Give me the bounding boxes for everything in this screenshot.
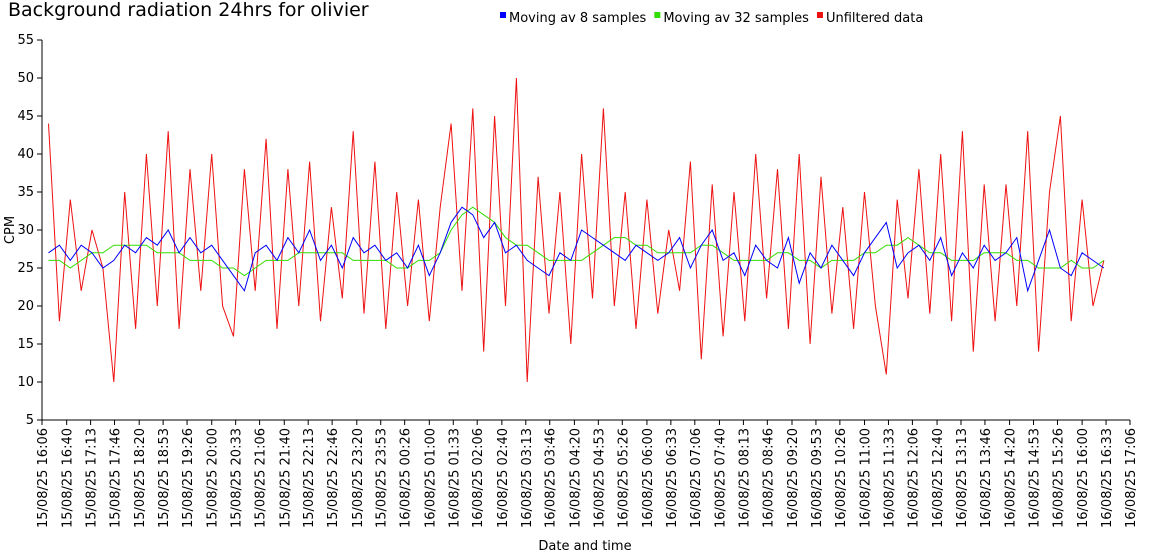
x-tick-label: 16/08/25 11:33 <box>882 428 897 528</box>
x-tick-label: 15/08/25 17:13 <box>85 428 100 528</box>
x-tick-label: 16/08/25 04:53 <box>592 428 607 528</box>
x-tick-label: 16/08/25 09:20 <box>786 428 801 528</box>
legend-label: Moving av 32 samples <box>663 11 809 26</box>
x-tick-label: 16/08/25 10:26 <box>834 428 849 528</box>
y-tick-label: 10 <box>17 375 34 390</box>
y-tick-label: 15 <box>17 337 34 352</box>
x-tick-label: 16/08/25 03:46 <box>544 428 559 528</box>
x-tick-label: 16/08/25 12:40 <box>931 428 946 528</box>
x-tick-label: 16/08/25 01:33 <box>447 428 462 528</box>
x-tick-label: 15/08/25 18:20 <box>133 428 148 528</box>
x-tick-label: 15/08/25 20:33 <box>230 428 245 528</box>
y-tick-label: 5 <box>26 413 34 428</box>
x-tick-label: 16/08/25 03:13 <box>520 428 535 528</box>
y-tick-label: 55 <box>17 33 34 48</box>
y-tick-label: 20 <box>17 299 34 314</box>
legend-label: Unfiltered data <box>826 11 923 26</box>
y-tick-label: 50 <box>17 71 34 86</box>
x-tick-label: 16/08/25 11:00 <box>859 428 874 528</box>
x-tick-label: 15/08/25 16:06 <box>36 428 51 528</box>
x-tick-label: 16/08/25 04:20 <box>568 428 583 528</box>
series-line <box>48 206 1105 277</box>
x-tick-label: 16/08/25 12:06 <box>906 428 921 528</box>
x-tick-label: 16/08/25 16:00 <box>1076 428 1091 528</box>
x-tick-label: 15/08/25 23:20 <box>351 428 366 528</box>
x-tick-label: 15/08/25 19:26 <box>181 428 196 528</box>
x-axis-label: Date and time <box>538 539 631 554</box>
y-axis-label: CPM <box>3 216 18 244</box>
x-tick-label: 15/08/25 21:40 <box>278 428 293 528</box>
x-tick-label: 15/08/25 22:13 <box>302 428 317 528</box>
chart-title: Background radiation 24hrs for olivier <box>8 0 369 21</box>
y-tick-label: 25 <box>17 261 34 276</box>
x-tick-label: 15/08/25 17:46 <box>109 428 124 528</box>
x-tick-label: 16/08/25 05:26 <box>616 428 631 528</box>
x-tick-label: 16/08/25 06:33 <box>665 428 680 528</box>
y-tick-label: 35 <box>17 185 34 200</box>
x-tick-label: 15/08/25 20:00 <box>206 428 221 528</box>
x-tick-label: 16/08/25 02:06 <box>471 428 486 528</box>
x-tick-label: 16/08/25 16:33 <box>1100 428 1115 528</box>
x-tick-label: 15/08/25 18:53 <box>157 428 172 528</box>
legend-swatch <box>654 12 661 18</box>
y-tick-label: 40 <box>17 147 34 162</box>
series-line <box>48 77 1105 383</box>
legend-swatch <box>500 12 506 18</box>
x-tick-label: 16/08/25 13:13 <box>955 428 970 528</box>
x-tick-label: 15/08/25 22:46 <box>326 428 341 528</box>
x-tick-label: 16/08/25 08:13 <box>737 428 752 528</box>
legend-swatch <box>816 12 823 18</box>
legend-label: Moving av 8 samples <box>509 11 647 26</box>
x-tick-label: 16/08/25 15:26 <box>1051 428 1066 528</box>
x-tick-label: 16/08/25 14:20 <box>1004 428 1019 528</box>
series-line <box>48 206 1105 293</box>
x-tick-label: 16/08/25 08:46 <box>761 428 776 528</box>
x-tick-label: 16/08/25 09:53 <box>810 428 825 528</box>
y-tick-label: 30 <box>17 223 34 238</box>
x-tick-label: 16/08/25 13:46 <box>979 428 994 528</box>
x-tick-label: 15/08/25 16:40 <box>61 428 76 528</box>
y-tick-label: 45 <box>17 109 34 124</box>
x-tick-label: 16/08/25 17:06 <box>1124 428 1139 528</box>
x-tick-label: 16/08/25 14:53 <box>1028 428 1043 528</box>
x-tick-label: 16/08/25 00:26 <box>399 428 414 528</box>
x-tick-label: 15/08/25 23:53 <box>375 428 390 528</box>
x-tick-label: 16/08/25 02:40 <box>496 428 511 528</box>
x-tick-label: 15/08/25 21:06 <box>254 428 269 528</box>
x-tick-label: 16/08/25 01:00 <box>423 428 438 528</box>
x-tick-label: 16/08/25 07:06 <box>689 428 704 528</box>
x-tick-label: 16/08/25 07:40 <box>713 428 728 528</box>
x-tick-label: 16/08/25 06:00 <box>641 428 656 528</box>
